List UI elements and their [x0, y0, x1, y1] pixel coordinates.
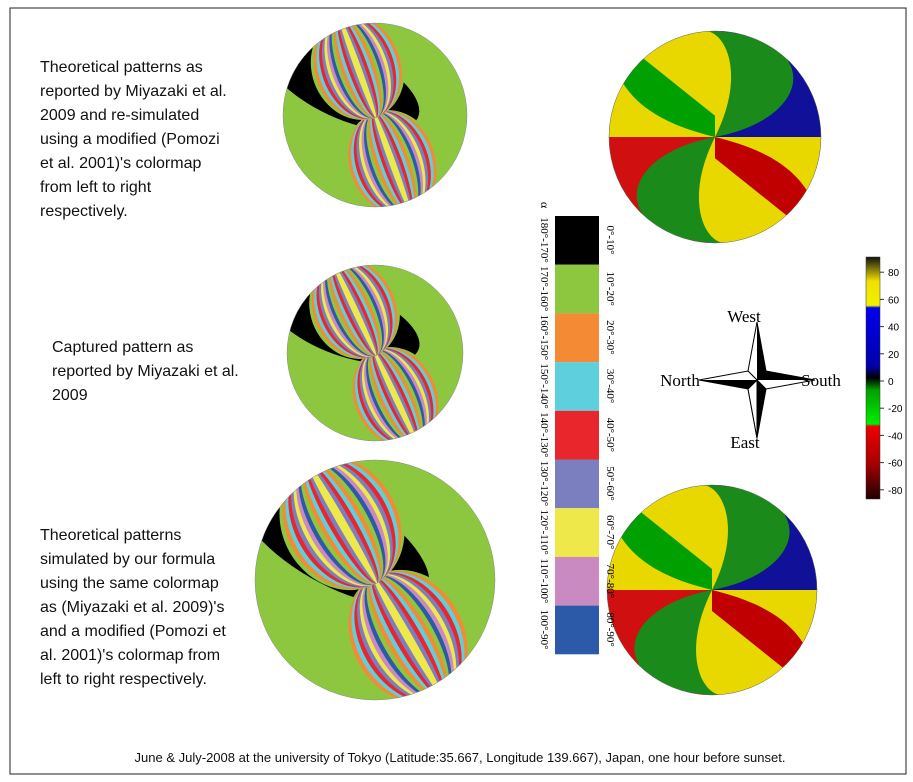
- colormap-swatch: [555, 557, 599, 606]
- compass-west: West: [727, 307, 761, 326]
- colorbar-tick-label: 0: [888, 377, 894, 388]
- colormap-swatch: [555, 313, 599, 362]
- colormap-swatch: [555, 460, 599, 509]
- colormap-label: 80°-90°: [604, 612, 616, 646]
- pattern-images: [217, 2, 821, 728]
- compass-east: East: [730, 433, 760, 452]
- colormap-label: 100°-90°: [538, 610, 550, 650]
- caption-line: using the same colormap: [40, 575, 219, 592]
- pattern: [609, 31, 821, 243]
- colormap-swatch: [555, 411, 599, 460]
- colormap-label: 170°-160°: [538, 266, 550, 311]
- caption-line: 2009: [52, 387, 88, 404]
- caption-line: respectively.: [40, 203, 128, 220]
- caption-line: and a modified (Pomozi et: [40, 623, 226, 640]
- caption-line: reported by Miyazaki et al.: [40, 83, 227, 100]
- colorbar-tick-label: -20: [888, 404, 903, 415]
- caption-line: using a modified (Pomozi: [40, 131, 220, 148]
- colorbar-tick-label: -40: [888, 431, 903, 442]
- colorbar-tick-label: -80: [888, 486, 903, 497]
- colorbar-tick-label: 40: [888, 323, 900, 334]
- colorbar: [866, 257, 880, 499]
- colorbar-tick-label: 20: [888, 350, 900, 361]
- pattern: [258, 244, 463, 461]
- colormap-swatch: [555, 508, 599, 557]
- colormap-label: 50°-60°: [604, 466, 616, 500]
- pattern: [217, 433, 495, 728]
- caption-line: et al. 2001)'s colormap: [40, 155, 201, 172]
- colormap-symbol: α: [538, 202, 552, 209]
- compass-rose: [699, 322, 815, 438]
- colormap-label: 30°-40°: [604, 369, 616, 403]
- colormap-label: 40°-50°: [604, 418, 616, 452]
- colormap-label: 10°-20°: [604, 271, 616, 305]
- colorbar-tick-label: 60: [888, 295, 900, 306]
- caption-line: as (Miyazaki et al. 2009)'s: [40, 599, 224, 616]
- colormap-label: 70°-80°: [604, 564, 616, 598]
- caption-line: 2009 and re-simulated: [40, 107, 199, 124]
- colormap-swatch: [555, 216, 599, 265]
- colormap-label: 110°-100°: [538, 558, 550, 603]
- colormap-label: 180°-170°: [538, 217, 550, 262]
- compass-north: North: [660, 371, 700, 390]
- colormap-swatch: [555, 362, 599, 411]
- compass-south: South: [801, 371, 841, 390]
- caption-line: Captured pattern as: [52, 339, 193, 356]
- colormap-label: 60°-70°: [604, 515, 616, 549]
- colormap-label: 140°-130°: [538, 412, 550, 457]
- caption-line: left to right respectively.: [40, 671, 207, 688]
- colormap-label: 20°-30°: [604, 320, 616, 354]
- figure: West North South East α June & July-2008…: [0, 0, 913, 782]
- colorbar-tick-label: -60: [888, 459, 903, 470]
- colormap-label: 120°-110°: [538, 510, 550, 555]
- colormap-swatch: [555, 606, 599, 655]
- colormap-label: 130°-120°: [538, 461, 550, 506]
- caption-line: simulated by our formula: [40, 551, 215, 568]
- pattern: [253, 2, 467, 229]
- caption-line: al. 2001)'s colormap from: [40, 647, 220, 664]
- colormap-label: 150°-140°: [538, 363, 550, 408]
- caption-line: reported by Miyazaki et al.: [52, 363, 239, 380]
- footer: June & July-2008 at the university of To…: [135, 750, 786, 765]
- colormap-label: 160°-150°: [538, 315, 550, 360]
- colormap-swatch: [555, 265, 599, 314]
- caption-line: Theoretical patterns: [40, 527, 181, 544]
- pattern: [607, 485, 817, 695]
- caption-line: from left to right: [40, 179, 152, 196]
- colormap-label: 0°-10°: [604, 226, 616, 255]
- colorbar-tick-label: 80: [888, 268, 900, 279]
- caption-line: Theoretical patterns as: [40, 59, 203, 76]
